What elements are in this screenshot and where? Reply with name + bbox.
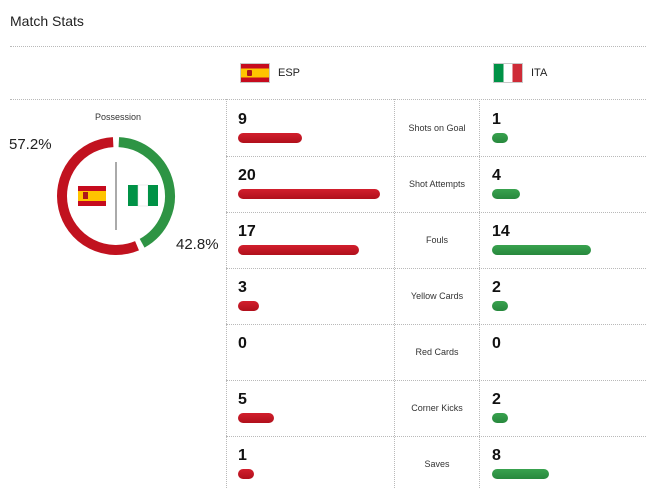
stat-label: Shot Attempts bbox=[408, 179, 466, 189]
stat-value-home: 9 bbox=[238, 111, 247, 128]
team-header-home: ESP bbox=[240, 62, 300, 84]
stat-value-home: 3 bbox=[238, 279, 247, 296]
stat-bar-home bbox=[238, 189, 380, 199]
stat-bar-home bbox=[238, 469, 254, 479]
stat-bar-away bbox=[492, 133, 508, 143]
possession-donut-chart bbox=[57, 137, 175, 255]
stat-bar-away bbox=[492, 245, 592, 255]
stat-row: 3 Yellow Cards 2 bbox=[226, 268, 646, 324]
row-divider bbox=[226, 324, 646, 325]
italy-flag-icon bbox=[128, 184, 158, 207]
stat-value-away: 1 bbox=[492, 111, 501, 128]
row-divider bbox=[226, 436, 646, 437]
possession-label: Possession bbox=[94, 112, 142, 122]
italy-flag-icon bbox=[493, 63, 523, 83]
stat-value-home: 0 bbox=[238, 335, 247, 352]
possession-away-pct: 42.8% bbox=[176, 236, 219, 253]
stat-label: Shots on Goal bbox=[408, 123, 466, 133]
stat-label: Fouls bbox=[425, 235, 448, 245]
stat-row: 9 Shots on Goal 1 bbox=[226, 100, 646, 156]
spain-flag-icon bbox=[240, 63, 270, 83]
stat-bar-home bbox=[238, 245, 359, 255]
stat-label: Red Cards bbox=[415, 347, 459, 357]
stat-row: 5 Corner Kicks 2 bbox=[226, 380, 646, 436]
stat-row: 1 Saves 8 bbox=[226, 436, 646, 488]
stat-value-home: 17 bbox=[238, 223, 256, 240]
column-divider bbox=[479, 99, 480, 488]
spain-flag-icon bbox=[78, 186, 106, 206]
stat-value-away: 0 bbox=[492, 335, 501, 352]
stat-value-home: 5 bbox=[238, 391, 247, 408]
header-divider bbox=[10, 99, 646, 100]
stat-row: 17 Fouls 14 bbox=[226, 212, 646, 268]
title-divider bbox=[10, 46, 646, 47]
possession-arc-away bbox=[118, 137, 175, 248]
team-code-home: ESP bbox=[278, 67, 301, 79]
stat-value-away: 4 bbox=[492, 167, 501, 184]
stat-bar-away bbox=[492, 413, 508, 423]
column-divider bbox=[394, 99, 395, 488]
stat-value-home: 1 bbox=[238, 447, 247, 464]
stat-label: Saves bbox=[424, 459, 450, 469]
page-title: Match Stats bbox=[10, 13, 84, 29]
stat-bar-away bbox=[492, 469, 549, 479]
possession-arc-home bbox=[57, 137, 139, 255]
stat-value-away: 8 bbox=[492, 447, 501, 464]
stat-bar-home bbox=[238, 133, 302, 143]
stat-row: 20 Shot Attempts 4 bbox=[226, 156, 646, 212]
row-divider bbox=[226, 156, 646, 157]
team-header-away: ITA bbox=[493, 62, 547, 84]
stat-bar-home bbox=[238, 301, 260, 311]
possession-home-pct: 57.2% bbox=[9, 136, 52, 153]
team-code-away: ITA bbox=[531, 67, 548, 79]
row-divider bbox=[226, 380, 646, 381]
stat-value-away: 14 bbox=[492, 223, 510, 240]
stat-value-away: 2 bbox=[492, 391, 501, 408]
column-divider bbox=[226, 99, 227, 488]
row-divider bbox=[226, 212, 646, 213]
stat-bar-away bbox=[492, 189, 521, 199]
row-divider bbox=[226, 268, 646, 269]
stat-bar-home bbox=[238, 413, 274, 423]
stat-label: Yellow Cards bbox=[410, 291, 464, 301]
stat-label: Corner Kicks bbox=[411, 403, 463, 413]
stat-row: 0 Red Cards 0 bbox=[226, 324, 646, 380]
stat-value-away: 2 bbox=[492, 279, 501, 296]
stat-bar-away bbox=[492, 301, 508, 311]
stat-value-home: 20 bbox=[238, 167, 256, 184]
